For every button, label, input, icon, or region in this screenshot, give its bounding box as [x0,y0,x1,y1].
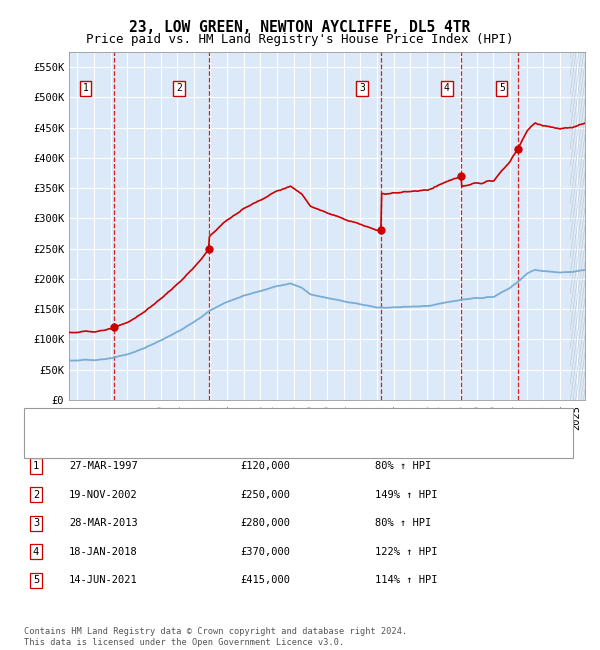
Text: £280,000: £280,000 [240,518,290,528]
Text: 4: 4 [444,83,450,94]
Text: 5: 5 [33,575,39,586]
Text: 1: 1 [33,461,39,471]
Text: 5: 5 [499,83,505,94]
Text: £250,000: £250,000 [240,489,290,500]
Text: 3: 3 [359,83,365,94]
Text: 18-JAN-2018: 18-JAN-2018 [69,547,138,557]
Text: 1: 1 [83,83,89,94]
Text: 80% ↑ HPI: 80% ↑ HPI [375,461,431,471]
Text: 19-NOV-2002: 19-NOV-2002 [69,489,138,500]
Text: 23, LOW GREEN, NEWTON AYCLIFFE, DL5 4TR (detached house): 23, LOW GREEN, NEWTON AYCLIFFE, DL5 4TR … [66,416,416,426]
Text: Price paid vs. HM Land Registry's House Price Index (HPI): Price paid vs. HM Land Registry's House … [86,32,514,46]
Text: 2: 2 [176,83,182,94]
Text: £120,000: £120,000 [240,461,290,471]
Text: Contains HM Land Registry data © Crown copyright and database right 2024.
This d: Contains HM Land Registry data © Crown c… [24,627,407,647]
Text: £415,000: £415,000 [240,575,290,586]
Text: HPI: Average price, detached house, County Durham: HPI: Average price, detached house, Coun… [66,439,372,450]
Text: 14-JUN-2021: 14-JUN-2021 [69,575,138,586]
Text: 23, LOW GREEN, NEWTON AYCLIFFE, DL5 4TR: 23, LOW GREEN, NEWTON AYCLIFFE, DL5 4TR [130,20,470,34]
Text: 114% ↑ HPI: 114% ↑ HPI [375,575,437,586]
Text: 27-MAR-1997: 27-MAR-1997 [69,461,138,471]
Text: 149% ↑ HPI: 149% ↑ HPI [375,489,437,500]
Text: 28-MAR-2013: 28-MAR-2013 [69,518,138,528]
Text: 122% ↑ HPI: 122% ↑ HPI [375,547,437,557]
Text: 4: 4 [33,547,39,557]
Text: £370,000: £370,000 [240,547,290,557]
Text: 80% ↑ HPI: 80% ↑ HPI [375,518,431,528]
Text: 3: 3 [33,518,39,528]
Text: 2: 2 [33,489,39,500]
